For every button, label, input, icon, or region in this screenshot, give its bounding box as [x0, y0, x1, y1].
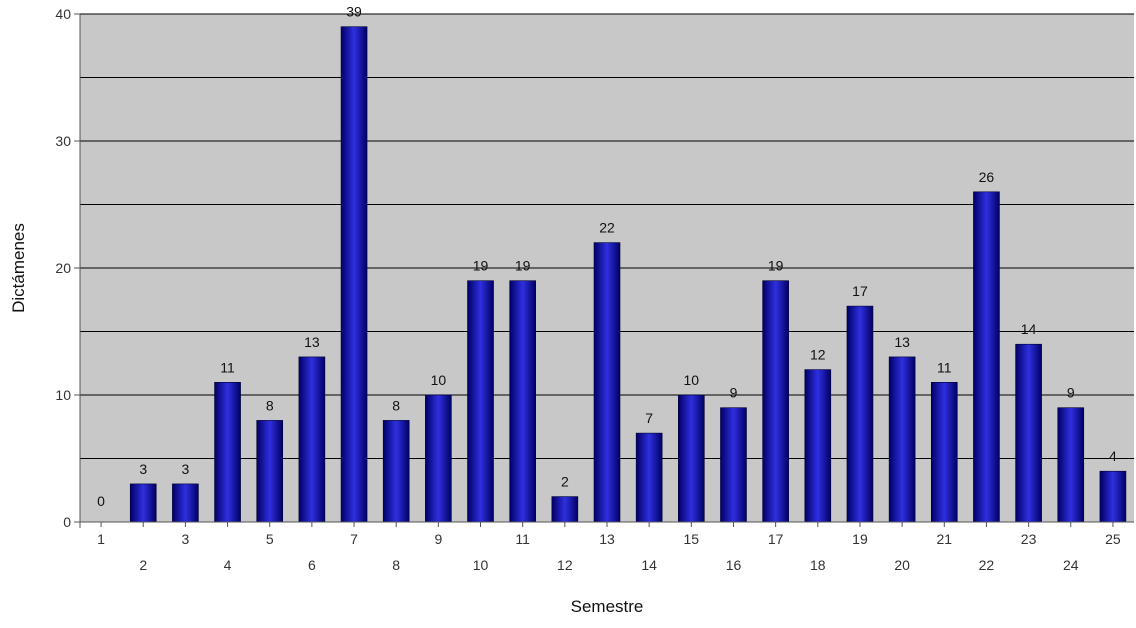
x-tick-label: 25 — [1105, 531, 1121, 547]
bar — [762, 280, 789, 523]
data-label: 8 — [392, 397, 400, 413]
data-label: 12 — [810, 347, 826, 363]
data-label: 7 — [645, 410, 653, 426]
bar — [467, 280, 494, 523]
x-tick-label: 18 — [810, 557, 826, 573]
data-label: 13 — [304, 334, 320, 350]
x-tick-label: 14 — [641, 557, 657, 573]
x-tick-label: 16 — [726, 557, 742, 573]
x-tick-label: 23 — [1021, 531, 1037, 547]
x-tick-label: 22 — [979, 557, 995, 573]
bar — [172, 483, 199, 523]
bar — [298, 356, 326, 523]
x-tick-label: 5 — [266, 531, 274, 547]
data-label: 39 — [346, 4, 362, 20]
x-tick-label: 7 — [350, 531, 358, 547]
x-tick-label: 15 — [684, 531, 700, 547]
data-label: 10 — [431, 372, 447, 388]
data-label: 19 — [768, 258, 784, 274]
data-label: 11 — [937, 359, 952, 375]
data-label: 19 — [473, 258, 489, 274]
data-label: 14 — [1021, 321, 1037, 337]
bar — [1015, 343, 1042, 523]
x-tick-label: 17 — [768, 531, 784, 547]
bar — [509, 280, 536, 523]
x-tick-label: 2 — [139, 557, 147, 573]
bar — [425, 394, 452, 523]
y-tick-label: 20 — [55, 260, 71, 276]
x-tick-label: 19 — [852, 531, 868, 547]
x-tick-label: 3 — [182, 531, 190, 547]
bar — [551, 496, 579, 523]
bar — [214, 381, 241, 523]
bar — [1099, 470, 1127, 523]
y-tick-label: 0 — [63, 514, 71, 530]
x-tick-label: 10 — [473, 557, 489, 573]
bar — [382, 420, 410, 523]
data-label: 26 — [979, 169, 995, 185]
bar — [1057, 407, 1085, 523]
axes: 0102030401234567891011121314151617181920… — [55, 6, 1134, 573]
y-tick-label: 10 — [55, 387, 71, 403]
x-tick-label: 1 — [97, 531, 105, 547]
bar — [129, 483, 157, 523]
x-axis-title: Semestre — [571, 597, 644, 616]
bar — [930, 381, 958, 523]
x-tick-label: 6 — [308, 557, 316, 573]
x-tick-label: 9 — [434, 531, 442, 547]
data-label: 9 — [730, 385, 738, 401]
data-label: 11 — [220, 359, 235, 375]
data-label: 22 — [599, 220, 615, 236]
x-tick-label: 21 — [936, 531, 952, 547]
data-label: 13 — [894, 334, 910, 350]
data-label: 17 — [852, 283, 868, 299]
bar — [340, 26, 368, 523]
bar — [678, 394, 705, 523]
x-tick-label: 4 — [224, 557, 232, 573]
bar — [593, 242, 621, 523]
data-label: 3 — [139, 461, 147, 477]
bar — [973, 191, 1000, 523]
x-tick-label: 11 — [515, 531, 530, 547]
data-label: 9 — [1067, 385, 1075, 401]
bars — [129, 26, 1127, 523]
bar — [888, 356, 916, 523]
x-tick-label: 12 — [557, 557, 573, 573]
bar — [256, 420, 284, 523]
data-label: 0 — [97, 493, 105, 509]
data-label: 3 — [182, 461, 190, 477]
data-label: 4 — [1109, 448, 1117, 464]
bar — [846, 305, 874, 523]
x-tick-label: 24 — [1063, 557, 1079, 573]
data-label: 2 — [561, 474, 569, 490]
data-label: 8 — [266, 397, 274, 413]
x-tick-label: 8 — [392, 557, 400, 573]
x-tick-label: 13 — [599, 531, 615, 547]
data-label: 10 — [684, 372, 700, 388]
bar — [804, 369, 832, 523]
bar — [635, 432, 663, 523]
bar — [720, 407, 747, 523]
y-tick-label: 40 — [55, 6, 71, 22]
x-tick-label: 20 — [894, 557, 910, 573]
y-tick-label: 30 — [55, 133, 71, 149]
y-axis-title: Dictámenes — [9, 223, 28, 313]
data-label: 19 — [515, 258, 531, 274]
